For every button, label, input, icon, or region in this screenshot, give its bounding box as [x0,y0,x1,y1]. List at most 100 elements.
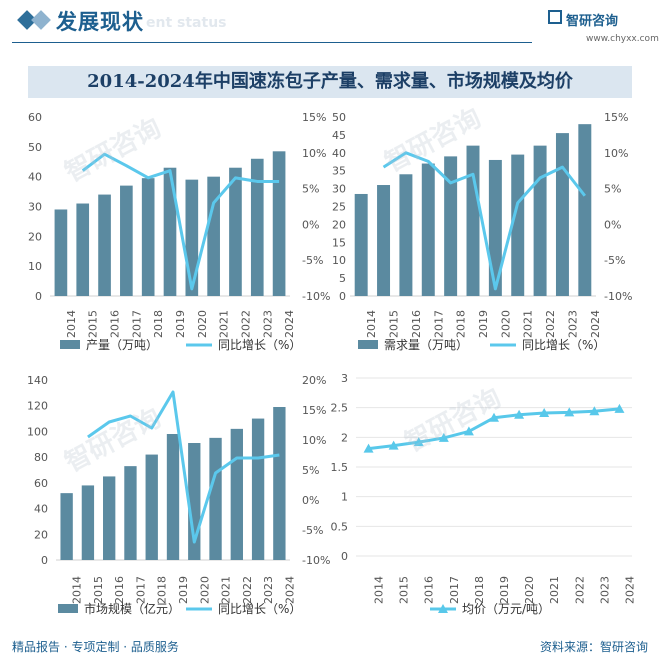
x-tick-label: 2019 [174,310,187,338]
y-tick-label: 50 [332,111,346,124]
legend-label: 产量（万吨） [86,338,158,352]
bar [354,193,368,296]
x-tick-label: 2024 [589,310,602,338]
x-tick-label: 2015 [398,576,411,604]
bar [81,485,95,560]
triangle-marker [539,408,550,418]
y-tick-label: 0 [35,290,42,303]
bar [377,185,391,296]
bar [230,428,243,560]
triangle-marker [489,412,499,422]
legend-bar-swatch [58,604,78,613]
y-tick-label: 0 [339,290,346,303]
y2-tick-label: 15% [302,404,326,417]
y-tick-label: 0.5 [331,520,349,533]
y-tick-label: 1 [341,491,348,504]
x-tick-label: 2018 [455,310,468,338]
y-tick-label: 140 [27,374,48,387]
y2-tick-label: 0% [604,218,621,231]
bar [421,163,435,296]
growth-line [382,151,587,291]
y2-tick-label: 15% [604,111,628,124]
y2-tick-label: 10% [604,147,628,160]
legend-label: 均价（万元/吨） [462,602,550,616]
triangle-marker [589,406,600,416]
y-tick-label: 10 [332,254,346,267]
x-tick-label: 2014 [373,576,386,604]
y2-tick-label: 10% [302,147,326,160]
y2-tick-label: -10% [604,290,632,303]
legend-label: 需求量（万吨） [384,338,468,352]
y-tick-label: 60 [34,477,48,490]
x-tick-label: 2018 [473,576,486,604]
y-tick-label: 20 [34,528,48,541]
y-tick-label: 120 [27,400,48,413]
x-tick-label: 2014 [365,310,378,338]
growth-line [87,390,280,544]
y-tick-label: 3 [341,372,348,385]
legend-marker [438,604,448,613]
y-tick-label: 0 [341,550,348,563]
x-tick-label: 2015 [388,310,401,338]
y-tick-label: 40 [332,147,346,160]
bar [124,466,137,560]
header-divider [12,42,532,43]
y-tick-label: 2 [341,431,348,444]
x-tick-label: 2021 [218,310,231,338]
bar [103,476,116,560]
bar [533,145,547,296]
y-tick-label: 50 [28,141,42,154]
y2-tick-label: -5% [302,524,323,537]
triangle-marker [614,403,625,413]
x-tick-label: 2015 [87,310,100,338]
x-tick-label: 2023 [566,310,579,338]
title-background [28,66,632,98]
y-tick-label: 5 [339,272,346,285]
y-tick-label: 40 [28,171,42,184]
x-tick-label: 2019 [477,310,490,338]
x-tick-label: 2019 [498,576,511,604]
header-bar: ent status 发展现状 智研咨询 www.chyxx.com [0,0,660,44]
x-tick-label: 2023 [261,310,274,338]
bar [399,174,413,296]
y2-tick-label: 15% [302,111,326,124]
x-tick-label: 2017 [134,576,147,604]
x-tick-label: 2022 [241,576,254,604]
legend-bar-swatch [358,340,378,349]
legend-label: 同比增长（%） [218,602,301,616]
bar [185,179,199,296]
triangle-marker [564,407,575,417]
x-tick-label: 2020 [196,310,209,338]
x-tick-label: 2020 [523,576,536,604]
x-tick-label: 2017 [448,576,461,604]
y-tick-label: 30 [332,183,346,196]
y-tick-label: 80 [34,451,48,464]
footer-source: 资料来源：智研咨询 [539,640,648,654]
bar [207,176,220,296]
y-tick-label: 60 [28,111,42,124]
x-tick-label: 2019 [177,576,190,604]
x-tick-label: 2022 [544,310,557,338]
y2-tick-label: 5% [302,464,319,477]
y-tick-label: 100 [27,425,48,438]
header-title: 发展现状 [56,10,144,34]
bar [98,194,111,296]
bar [145,454,158,560]
x-tick-label: 2018 [156,576,169,604]
bar [60,493,73,560]
y-tick-label: 35 [332,165,346,178]
y-tick-label: 30 [28,201,42,214]
bar [578,124,592,296]
bar [209,437,222,560]
y2-tick-label: 20% [302,374,326,387]
bar [488,159,502,296]
footer-bar: 精品报告 · 专项定制 · 品质服务 资料来源：智研咨询 [0,634,660,660]
y-tick-label: 1.5 [331,461,349,474]
y-tick-label: 20 [332,218,346,231]
x-tick-label: 2021 [220,576,233,604]
x-tick-label: 2016 [410,310,423,338]
x-tick-label: 2016 [423,576,436,604]
x-tick-label: 2024 [283,576,296,604]
bar [511,154,525,296]
y-tick-label: 0 [41,554,48,567]
